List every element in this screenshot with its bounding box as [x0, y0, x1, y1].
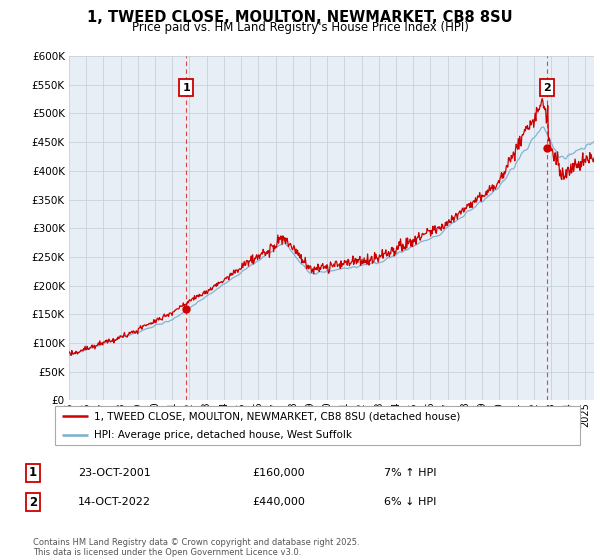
- Text: 7% ↑ HPI: 7% ↑ HPI: [384, 468, 437, 478]
- Text: 14-OCT-2022: 14-OCT-2022: [78, 497, 151, 507]
- Text: 1, TWEED CLOSE, MOULTON, NEWMARKET, CB8 8SU: 1, TWEED CLOSE, MOULTON, NEWMARKET, CB8 …: [87, 10, 513, 25]
- Text: 23-OCT-2001: 23-OCT-2001: [78, 468, 151, 478]
- Text: HPI: Average price, detached house, West Suffolk: HPI: Average price, detached house, West…: [94, 430, 352, 440]
- Text: 1: 1: [29, 466, 37, 479]
- Text: Price paid vs. HM Land Registry's House Price Index (HPI): Price paid vs. HM Land Registry's House …: [131, 21, 469, 34]
- Text: Contains HM Land Registry data © Crown copyright and database right 2025.
This d: Contains HM Land Registry data © Crown c…: [33, 538, 359, 557]
- Text: £440,000: £440,000: [252, 497, 305, 507]
- Text: 6% ↓ HPI: 6% ↓ HPI: [384, 497, 436, 507]
- FancyBboxPatch shape: [55, 406, 580, 445]
- Text: 1, TWEED CLOSE, MOULTON, NEWMARKET, CB8 8SU (detached house): 1, TWEED CLOSE, MOULTON, NEWMARKET, CB8 …: [94, 412, 460, 421]
- Text: 2: 2: [544, 82, 551, 92]
- Text: £160,000: £160,000: [252, 468, 305, 478]
- Text: 2: 2: [29, 496, 37, 509]
- Text: 1: 1: [182, 82, 190, 92]
